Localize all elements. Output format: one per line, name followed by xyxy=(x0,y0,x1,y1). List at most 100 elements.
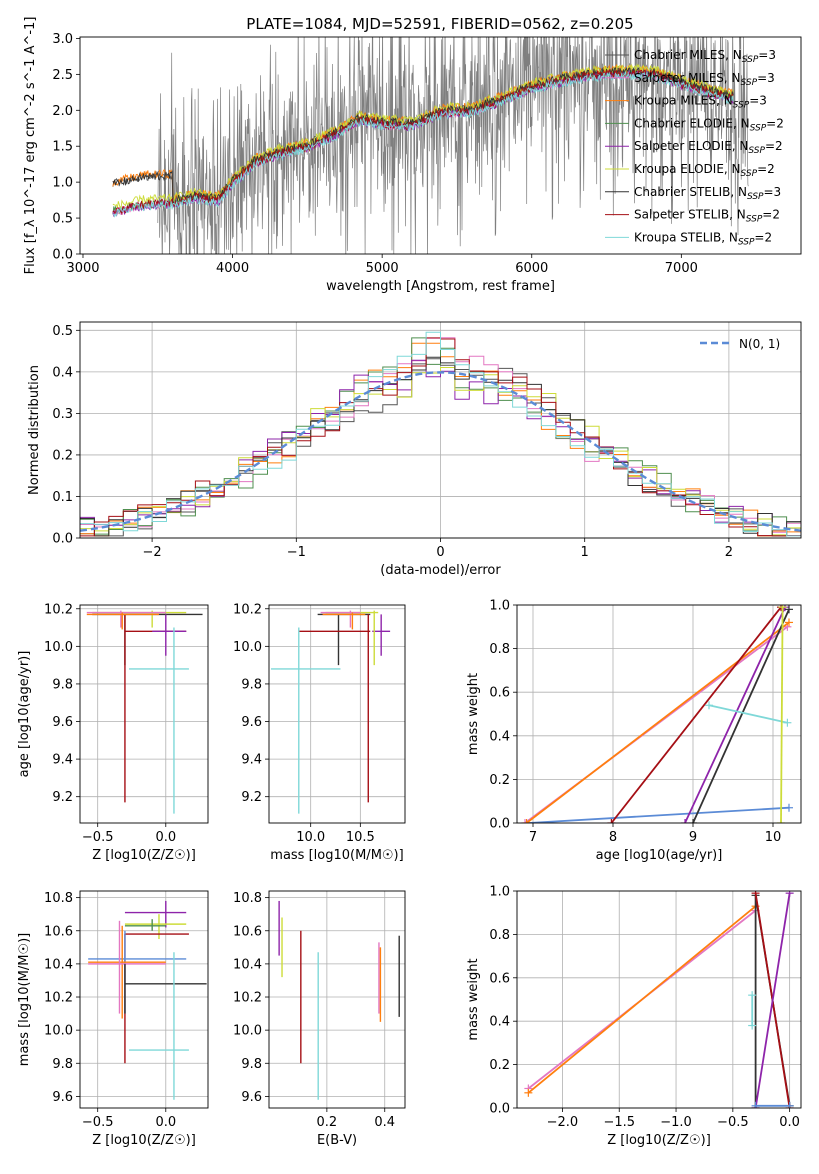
y-tick-label: 9.2 xyxy=(52,790,73,805)
weight-line xyxy=(692,609,790,823)
x-tick-label: 0.0 xyxy=(779,1115,800,1130)
axes-frame xyxy=(516,890,802,1109)
axes-frame xyxy=(516,604,802,824)
legend-label: Salpeter STELIB, NSSP=2 xyxy=(634,208,780,225)
y-tick-label: 0.4 xyxy=(489,729,510,744)
plot-area xyxy=(86,610,203,814)
plot-area xyxy=(521,605,793,823)
x-tick-label: 10.5 xyxy=(346,830,375,845)
legend-subscript: SSP xyxy=(747,192,764,202)
age-vs-mass-panel: 10.0 10.5 9.2 9.4 9.6 9.8 10.0 10.2 mass [log10(… xyxy=(233,602,406,863)
age-vs-metallicity-panel: −0.5 0.0 9.2 9.4 9.6 9.8 10.0 10.2 Z [log10(Z/Z☉… xyxy=(17,602,209,863)
x-tick-label: 6000 xyxy=(515,261,548,276)
y-tick-label: 0.8 xyxy=(489,642,510,657)
spectrum-model-line xyxy=(112,68,734,216)
y-tick-label: 9.4 xyxy=(52,753,73,768)
y-tick-label: 0.2 xyxy=(489,773,510,788)
axes-frame xyxy=(268,890,406,1109)
x-tick-label: 10 xyxy=(765,830,782,845)
residuals-panel: −2 −1 0 1 2 0.0 0.1 0.2 0.3 0.4 0.5 (data-model)/er… xyxy=(27,321,802,578)
legend-value: =2 xyxy=(766,116,784,130)
legend-label: Chabrier MILES, NSSP=3 xyxy=(634,48,776,65)
y-tick-label: 0.4 xyxy=(52,365,73,380)
x-tick-label: −1.5 xyxy=(603,1115,635,1130)
x-tick-label: 4000 xyxy=(216,261,249,276)
legend-label: Kroupa STELIB, NSSP=2 xyxy=(634,230,772,247)
legend-value: =3 xyxy=(757,71,775,85)
mass-vs-extinction-panel: 0.2 0.4 9.6 9.8 10.0 10.2 10.4 10.6 10.8 E(B-V) xyxy=(233,890,406,1148)
legend-subscript: SSP xyxy=(741,78,758,88)
y-tick-label: 10.6 xyxy=(44,924,73,939)
legend-value: =2 xyxy=(765,139,783,153)
y-tick-label: 9.6 xyxy=(241,1090,262,1105)
y-tick-label: 10.0 xyxy=(44,640,73,655)
y-tick-label: 2.5 xyxy=(52,68,73,83)
x-tick-label: 8 xyxy=(609,830,617,845)
legend-value: =2 xyxy=(757,162,775,176)
y-tick-label: 0.8 xyxy=(489,928,510,943)
x-tick-label: 1 xyxy=(581,545,589,560)
x-tick-label: −0.5 xyxy=(82,1115,114,1130)
axes-frame xyxy=(79,36,802,255)
legend-value: =3 xyxy=(758,48,776,62)
legend-subscript: SSP xyxy=(742,55,759,65)
weight-line xyxy=(528,806,790,823)
plot-area xyxy=(80,331,801,537)
y-tick-label: 10.2 xyxy=(233,602,262,617)
y-tick-label: 9.4 xyxy=(241,753,262,768)
y-tick-label: 10.8 xyxy=(233,891,262,906)
mass-vs-metallicity-panel: −0.5 0.0 9.6 9.8 10.0 10.2 10.4 10.6 10.8 Z [log1… xyxy=(17,890,209,1148)
x-tick-label: −2 xyxy=(143,545,162,560)
legend-value: =3 xyxy=(749,94,767,108)
y-tick-label: 0.6 xyxy=(489,686,510,701)
legend-value: =3 xyxy=(764,185,782,199)
axes-frame xyxy=(79,890,209,1109)
x-tick-label: −0.5 xyxy=(717,1115,749,1130)
legend-value: =2 xyxy=(762,208,780,222)
legend-label: Chabrier STELIB, NSSP=3 xyxy=(634,185,781,202)
x-tick-label: 0.0 xyxy=(155,830,176,845)
legend-label: Salpeter MILES, NSSP=3 xyxy=(634,71,775,88)
legend-value: =2 xyxy=(754,230,772,244)
y-tick-label: 9.8 xyxy=(52,1057,73,1072)
axes-frame xyxy=(79,321,802,539)
plot-area xyxy=(278,900,400,1100)
plot-area xyxy=(112,37,749,254)
y-tick-label: 1.0 xyxy=(489,599,510,614)
axes-frame xyxy=(268,604,406,824)
y-tick-label: 0.5 xyxy=(52,212,73,227)
y-tick-label: 10.0 xyxy=(233,640,262,655)
x-tick-label: 0.4 xyxy=(374,1115,395,1130)
legend-subscript: SSP xyxy=(738,237,755,247)
y-tick-label: 9.6 xyxy=(241,715,262,730)
weight-line xyxy=(780,607,784,823)
y-tick-label: 10.0 xyxy=(44,1024,73,1039)
weight-line xyxy=(684,606,786,823)
y-tick-label: 10.4 xyxy=(233,957,262,972)
y-tick-label: 10.6 xyxy=(233,924,262,939)
y-tick-label: 0.0 xyxy=(52,532,73,547)
x-tick-label: −1.0 xyxy=(660,1115,692,1130)
y-axis-label: mass weight xyxy=(466,673,481,755)
x-tick-label: −1 xyxy=(287,545,306,560)
y-tick-label: 1.5 xyxy=(52,140,73,155)
y-tick-label: 0.2 xyxy=(52,448,73,463)
y-tick-label: 3.0 xyxy=(52,32,73,47)
weight-vs-metallicity-panel: −2.0 −1.5 −1.0 −0.5 0.0 0.0 0.2 0.4 0.6 0.8 1.0 Z [… xyxy=(466,885,802,1148)
x-tick-label: 0.0 xyxy=(155,1115,176,1130)
plot-area xyxy=(88,900,207,1100)
y-tick-label: 9.8 xyxy=(241,677,262,692)
weight-line xyxy=(610,606,782,823)
y-tick-label: 1.0 xyxy=(52,176,73,191)
legend-subscript: SSP xyxy=(748,146,765,156)
x-tick-label: −0.5 xyxy=(82,830,114,845)
y-tick-label: 0.2 xyxy=(489,1058,510,1073)
legend-label: N(0, 1) xyxy=(739,337,780,351)
y-tick-label: 10.2 xyxy=(233,991,262,1006)
plot-area xyxy=(524,891,794,1108)
legend-label: Kroupa ELODIE, NSSP=2 xyxy=(634,162,775,179)
spectrum-title: PLATE=1084, MJD=52591, FIBERID=0562, z=0… xyxy=(246,15,633,33)
x-tick-label: −2.0 xyxy=(547,1115,579,1130)
spectrum-model-line xyxy=(112,66,734,205)
